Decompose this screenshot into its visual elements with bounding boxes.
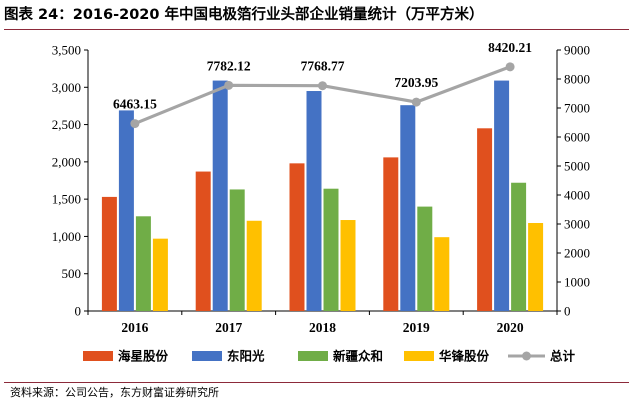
bar-新疆众和-2019 [417, 206, 433, 311]
x-category-label: 2020 [497, 320, 524, 335]
total-point-2018 [318, 81, 327, 91]
left-tick-label: 2,000 [52, 154, 81, 169]
bar-华锋股份-2017 [246, 220, 262, 311]
right-tick-label: 7000 [564, 101, 590, 116]
bar-华锋股份-2018 [340, 220, 356, 311]
right-tick-label: 6000 [564, 130, 590, 145]
bar-新疆众和-2018 [323, 188, 339, 311]
title-rule [4, 29, 629, 30]
total-line-path [134, 65, 511, 126]
bar-海星股份-2019 [383, 157, 399, 311]
total-data-label: 8420.21 [488, 40, 532, 55]
data-labels: 6463.15 7782.12 7768.77 7203.95 8420.21 [113, 40, 532, 112]
legend-swatch [298, 351, 328, 361]
bar-东阳光-2019 [400, 105, 416, 311]
legend-label: 新疆众和 [333, 349, 383, 364]
total-line [130, 62, 515, 129]
bar-海星股份-2016 [101, 196, 117, 311]
axes: 0 500 1,000 1,500 2,000 2,500 3,000 3,500 0 1000 2… [52, 43, 590, 336]
right-tick-label: 1000 [564, 275, 590, 290]
total-data-label: 7768.77 [301, 59, 345, 74]
x-category-label: 2016 [121, 320, 148, 335]
total-point-2020 [505, 62, 515, 72]
source-rule [4, 382, 629, 383]
legend-label: 总计 [550, 349, 576, 364]
total-data-label: 7203.95 [394, 75, 438, 90]
left-tick-label: 0 [75, 304, 82, 319]
right-tick-label: 3000 [564, 217, 590, 232]
left-tick-label: 2,500 [52, 117, 81, 132]
bars [101, 80, 544, 312]
x-category-label: 2017 [215, 320, 242, 335]
total-point-2016 [130, 119, 140, 129]
bar-海星股份-2017 [195, 171, 211, 311]
bar-华锋股份-2020 [528, 223, 544, 311]
right-tick-label: 0 [564, 304, 571, 319]
bar-新疆众和-2016 [135, 216, 151, 311]
left-tick-label: 1,000 [52, 229, 81, 244]
legend-swatch [192, 351, 222, 361]
left-tick-label: 3,500 [52, 43, 81, 58]
legend: 海星股份 东阳光 新疆众和 华锋股份 总计 [83, 349, 576, 364]
total-data-label: 7782.12 [207, 58, 251, 73]
legend-line-marker [522, 351, 531, 361]
bar-东阳光-2018 [306, 91, 322, 311]
total-point-2017 [224, 80, 234, 90]
bar-华锋股份-2016 [152, 238, 168, 311]
right-tick-label: 9000 [564, 43, 590, 58]
bar-东阳光-2017 [212, 80, 228, 312]
bar-海星股份-2018 [289, 163, 305, 311]
x-category-label: 2018 [309, 320, 336, 335]
legend-swatch [404, 351, 434, 361]
right-tick-label: 5000 [564, 159, 590, 174]
x-category-label: 2019 [403, 320, 430, 335]
bar-新疆众和-2020 [511, 182, 527, 311]
left-tick-label: 1,500 [52, 192, 81, 207]
bar-新疆众和-2017 [229, 189, 245, 311]
legend-label: 东阳光 [227, 349, 265, 364]
left-tick-label: 500 [62, 266, 82, 281]
right-tick-label: 2000 [564, 246, 590, 261]
right-tick-label: 4000 [564, 188, 590, 203]
legend-swatch [83, 351, 113, 361]
left-tick-label: 3,000 [52, 80, 81, 95]
legend-label: 华锋股份 [439, 349, 490, 364]
figure-title: 图表 24：2016-2020 年中国电极箔行业头部企业销量统计（万平方米） [4, 7, 484, 23]
bar-华锋股份-2019 [434, 237, 450, 311]
bar-东阳光-2020 [494, 80, 510, 312]
bar-东阳光-2016 [118, 110, 134, 311]
total-point-2019 [411, 97, 421, 107]
right-tick-label: 8000 [564, 72, 590, 87]
source-note: 资料来源：公司公告，东方财富证券研究所 [10, 386, 219, 399]
total-data-label: 6463.15 [113, 97, 157, 112]
legend-label: 海星股份 [118, 349, 169, 364]
bar-海星股份-2020 [477, 128, 493, 311]
